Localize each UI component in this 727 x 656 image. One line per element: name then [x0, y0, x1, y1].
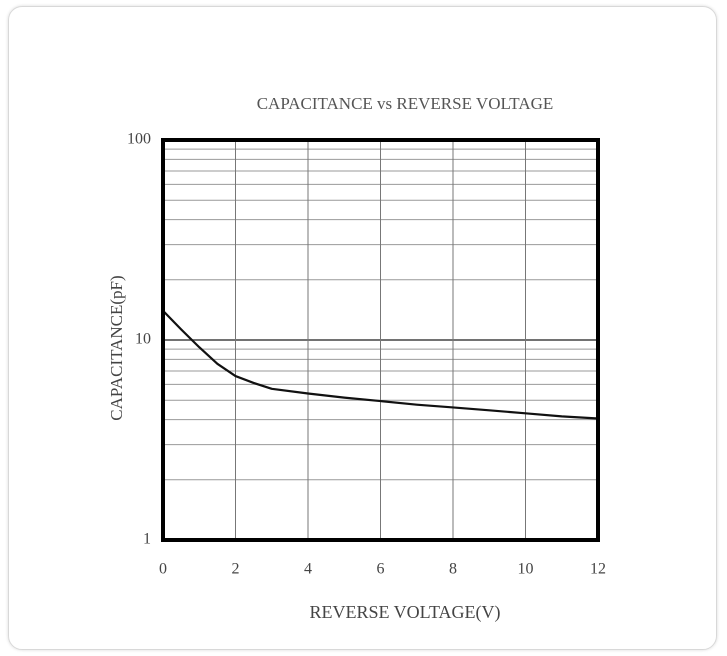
y-tick-label: 100 [127, 131, 151, 148]
x-tick-label: 8 [449, 561, 457, 578]
x-tick-label: 2 [232, 561, 240, 578]
y-tick-label: 1 [143, 531, 151, 548]
card [8, 6, 717, 650]
y-axis-label: CAPACITANCE(pF) [107, 275, 126, 420]
x-tick-label: 0 [159, 561, 167, 578]
y-tick-label: 10 [135, 331, 151, 348]
plot-frame [161, 138, 600, 542]
x-tick-label: 10 [518, 561, 534, 578]
line [162, 310, 599, 420]
x-tick-label: 4 [304, 561, 312, 578]
x-axis-label: REVERSE VOLTAGE(V) [309, 602, 500, 623]
chart-title: CAPACITANCE vs REVERSE VOLTAGE [256, 94, 554, 113]
x-tick-label: 6 [377, 561, 385, 578]
x-tick-label: 12 [590, 561, 606, 578]
